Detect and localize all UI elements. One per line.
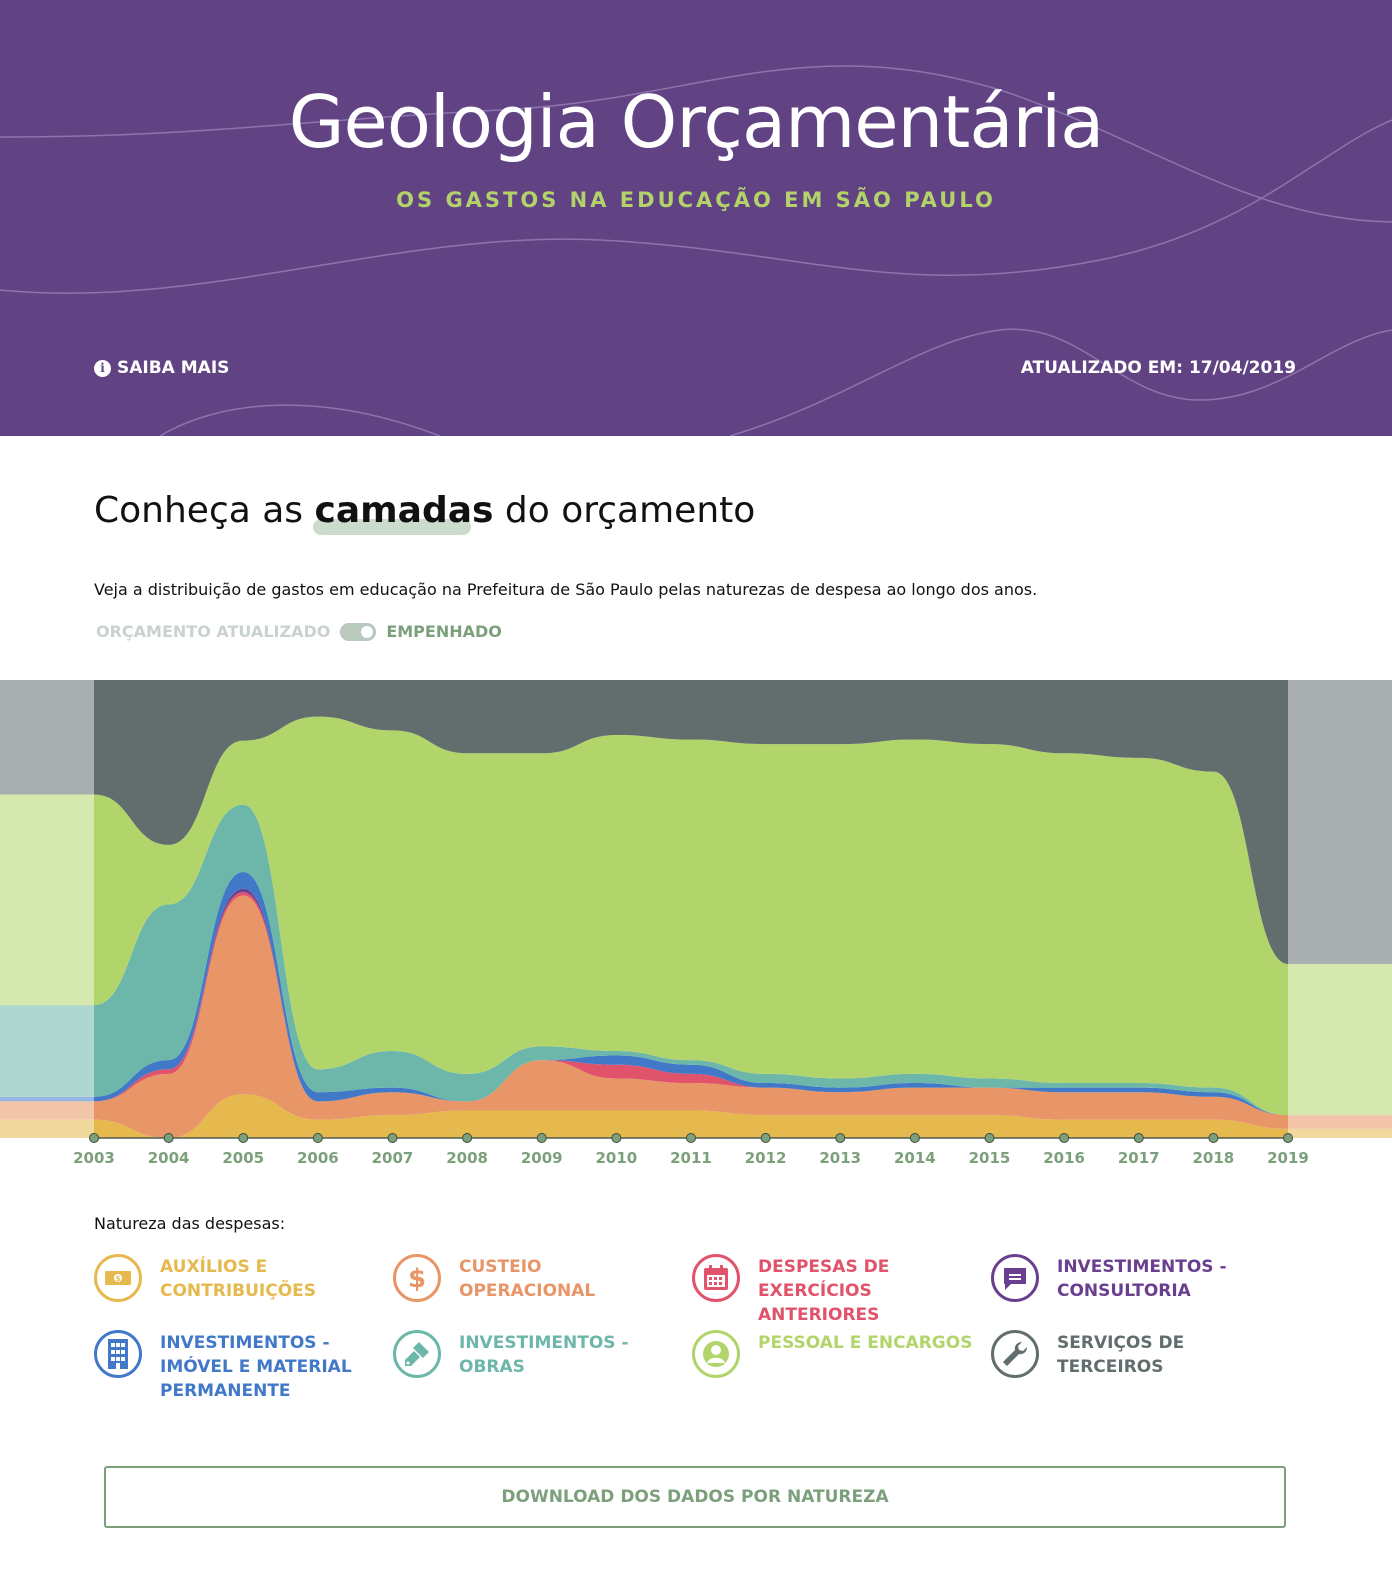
x-tick-label: 2011	[670, 1149, 712, 1167]
legend-item-label: CUSTEIO OPERACIONAL	[459, 1257, 596, 1301]
x-tick-marker	[536, 1133, 547, 1143]
legend-item[interactable]: $ CUSTEIO OPERACIONAL	[393, 1254, 679, 1303]
legend-item-label: INVESTIMENTOS - IMÓVEL E MATERIAL PERMAN…	[160, 1333, 352, 1401]
legend-item-label: AUXÍLIOS E CONTRIBUIÇÕES	[160, 1257, 317, 1301]
person-icon	[692, 1330, 740, 1378]
x-tick-label: 2003	[73, 1149, 115, 1167]
x-tick-marker	[835, 1133, 846, 1143]
chat-icon	[991, 1254, 1039, 1302]
x-tick-label: 2013	[819, 1149, 861, 1167]
x-tick-label: 2005	[222, 1149, 264, 1167]
decorative-waves	[0, 65, 1392, 436]
x-tick-marker	[1208, 1133, 1219, 1143]
legend-item-label: DESPESAS DE EXERCÍCIOS ANTERIORES	[758, 1257, 890, 1325]
legend-item[interactable]: PESSOAL E ENCARGOS	[692, 1330, 978, 1378]
updated-date: ATUALIZADO EM: 17/04/2019	[1020, 358, 1296, 378]
x-tick-label: 2019	[1267, 1149, 1309, 1167]
page-title: Geologia Orçamentária	[288, 80, 1104, 164]
calendar-icon	[692, 1254, 740, 1302]
wrench-icon	[991, 1330, 1039, 1378]
x-tick-marker	[238, 1133, 249, 1143]
legend-item-label: SERVIÇOS DE TERCEIROS	[1057, 1333, 1185, 1377]
x-tick-label: 2006	[297, 1149, 339, 1167]
area-side-left-6	[0, 794, 94, 1006]
x-tick-marker	[1283, 1133, 1293, 1143]
section-title-after: do orçamento	[504, 490, 756, 531]
legend-item-label: INVESTIMENTOS - CONSULTORIA	[1057, 1257, 1227, 1301]
x-tick-label: 2009	[521, 1149, 563, 1167]
area-pessoal-e-encargos	[94, 716, 1288, 1116]
x-tick-label: 2014	[894, 1149, 936, 1167]
legend-item[interactable]: INVESTIMENTOS - IMÓVEL E MATERIAL PERMAN…	[94, 1330, 380, 1403]
svg-text:$: $	[116, 1275, 121, 1283]
x-tick-marker	[1059, 1133, 1070, 1143]
download-button[interactable]: DOWNLOAD DOS DADOS POR NATUREZA	[104, 1466, 1286, 1528]
stacked-area-chart[interactable]: 2003 2004 2005 2006 2007 2008 2009 2010 2011 2012…	[0, 680, 1392, 1180]
toggle-switch[interactable]	[340, 622, 377, 641]
x-tick-label: 2015	[969, 1149, 1011, 1167]
x-tick-marker	[387, 1133, 398, 1143]
page-header: Geologia Orçamentária OS GASTOS NA EDUCA…	[0, 0, 1392, 436]
building-icon	[94, 1330, 142, 1378]
x-tick-marker	[1133, 1133, 1144, 1143]
svg-text:$: $	[408, 1264, 426, 1293]
saiba-mais-link[interactable]: i SAIBA MAIS	[94, 358, 229, 378]
area-side-right-1	[1288, 1115, 1392, 1129]
cash-icon: $	[94, 1254, 142, 1302]
area-investimentos-obras	[94, 804, 1288, 1116]
toggle-label-empenhado[interactable]: EMPENHADO	[386, 622, 502, 641]
x-tick-marker	[611, 1133, 622, 1143]
saiba-mais-label: SAIBA MAIS	[117, 358, 230, 378]
x-tick-marker	[163, 1133, 174, 1143]
x-tick-label: 2016	[1043, 1149, 1085, 1167]
legend-item[interactable]: DESPESAS DE EXERCÍCIOS ANTERIORES	[692, 1254, 978, 1327]
area-side-left-1	[0, 1101, 94, 1120]
x-tick-marker	[686, 1133, 696, 1143]
legend-item[interactable]: $ AUXÍLIOS E CONTRIBUIÇÕES	[94, 1254, 380, 1303]
legend-heading: Natureza das despesas:	[94, 1214, 286, 1233]
legend-item-label: PESSOAL E ENCARGOS	[758, 1333, 973, 1353]
info-icon: i	[94, 359, 111, 377]
section-title-before: Conheça as	[94, 490, 304, 531]
page-subtitle: OS GASTOS NA EDUCAÇÃO EM SÃO PAULO	[396, 188, 996, 212]
area-side-right-0	[1288, 1128, 1392, 1138]
x-tick-marker	[89, 1133, 99, 1143]
area-side-left-5	[0, 1005, 94, 1097]
paintbrush-icon	[393, 1330, 441, 1378]
x-tick-label: 2008	[446, 1149, 488, 1167]
area-side-left-0	[0, 1119, 94, 1138]
x-tick-label: 2010	[596, 1149, 638, 1167]
toggle-label-orcamento[interactable]: ORÇAMENTO ATUALIZADO	[96, 622, 331, 641]
x-tick-label: 2004	[148, 1149, 190, 1167]
x-tick-marker	[984, 1133, 995, 1143]
section-title: Conheça as camadas do orçamento	[94, 490, 756, 535]
section-title-highlight: camadas	[314, 490, 494, 531]
dollar-icon: $	[393, 1254, 441, 1302]
area-side-left-4	[0, 1096, 94, 1102]
x-tick-marker	[909, 1133, 920, 1143]
x-tick-label: 2007	[372, 1149, 414, 1167]
legend-item-label: INVESTIMENTOS - OBRAS	[459, 1333, 629, 1377]
area-investimentos-im-vel-e-material-permanente	[94, 871, 1288, 1116]
section-description: Veja a distribuição de gastos em educaçã…	[94, 580, 1038, 599]
legend-item[interactable]: INVESTIMENTOS - CONSULTORIA	[991, 1254, 1277, 1303]
area-side-right-6	[1288, 963, 1392, 1116]
area-side-right-7	[1288, 680, 1392, 964]
x-tick-marker	[312, 1133, 323, 1143]
area-servi-os-de-terceiros	[94, 680, 1288, 964]
x-tick-label: 2018	[1193, 1149, 1235, 1167]
budget-toggle: ORÇAMENTO ATUALIZADO EMPENHADO	[96, 622, 502, 641]
x-tick-label: 2012	[745, 1149, 787, 1167]
x-tick-label: 2017	[1118, 1149, 1160, 1167]
legend-item[interactable]: INVESTIMENTOS - OBRAS	[393, 1330, 679, 1379]
area-side-left-7	[0, 680, 94, 795]
area-custeio-operacional	[94, 895, 1288, 1138]
toggle-knob	[361, 625, 374, 638]
area-aux-lios-e-contribui-es	[94, 1094, 1288, 1138]
legend-item[interactable]: SERVIÇOS DE TERCEIROS	[991, 1330, 1277, 1379]
x-tick-marker	[760, 1133, 771, 1143]
x-tick-marker	[462, 1133, 473, 1143]
